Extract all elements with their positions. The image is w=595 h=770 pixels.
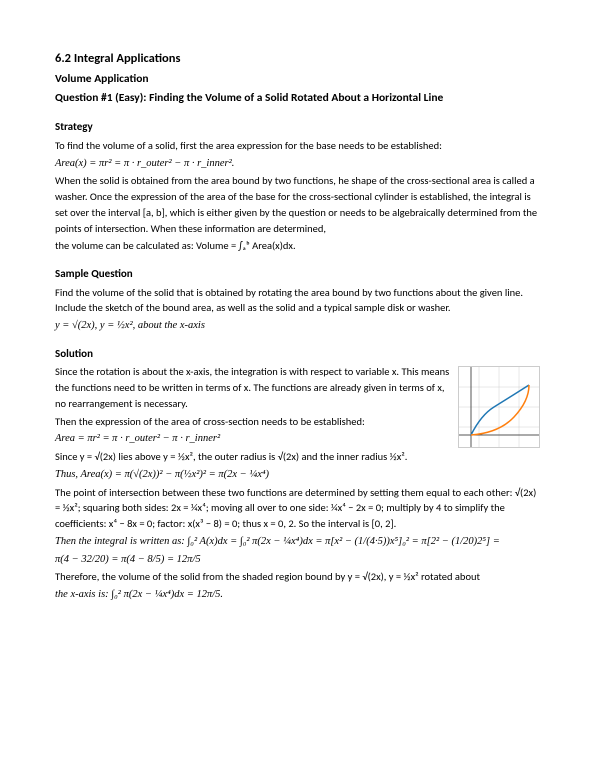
solution-heading: Solution [55,346,540,363]
strategy-text: When the solid is obtained from the area… [55,173,540,236]
strategy-text: To find the volume of a solid, first the… [55,138,540,154]
solution-text: The point of intersection between these … [55,485,540,532]
sample-formula: y = √(2x), y = ½x², about the x-axis [55,318,540,334]
sample-text: Find the volume of the solid that is obt… [55,285,540,317]
section-title: 6.2 Integral Applications [55,50,540,69]
solution-formula: π(4 − 32/20) = π(4 − 8/5) = 12π/5 [55,552,540,568]
question-title: Question #1 (Easy): Finding the Volume o… [55,90,540,107]
solution-formula: Thus, Area(x) = π(√(2x))² − π(½x²)² = π(… [55,467,540,483]
strategy-formula: Area(x) = πr² = π · r_outer² − π · r_inn… [55,156,540,172]
solution-formula: Then the integral is written as: ∫₀² A(x… [55,534,540,550]
solution-text: Therefore, the volume of the solid from … [55,569,540,585]
function-chart [458,366,540,448]
strategy-text: the volume can be calculated as: Volume … [55,238,540,254]
solution-formula: the x-axis is: ∫₀² π(2x − ¼x⁴)dx = 12π/5… [55,587,540,603]
subsection-title: Volume Application [55,71,540,88]
sample-heading: Sample Question [55,266,540,283]
solution-text: Since y = √(2x) lies above y = ½x², the … [55,449,540,465]
curve-halfx2 [471,385,529,435]
strategy-heading: Strategy [55,119,540,136]
